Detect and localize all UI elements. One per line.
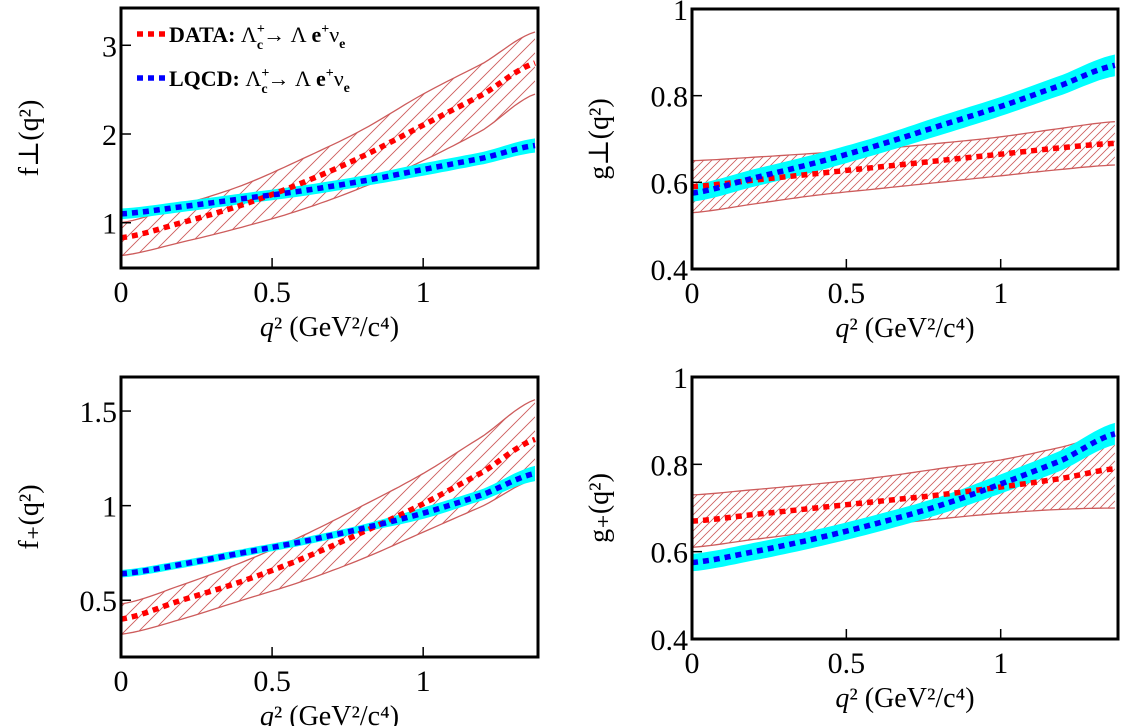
panel-top-right: 0 0.5 1 0.4 0.6 0.8 1 q² (GeV²/c⁴) g⊥(q²)	[584, 0, 1120, 344]
lqcd-central-line	[121, 142, 536, 217]
y-tick-label: 2	[102, 119, 117, 152]
y-axis-title: f⊥(q²)	[14, 100, 45, 177]
y-tick-label: 0.6	[651, 167, 689, 200]
plot-area	[121, 399, 536, 635]
x-axis-title: q² (GeV²/c⁴)	[835, 313, 974, 344]
legend-label-data: DATA: Λ+ c→ Λ e+νe	[169, 22, 345, 53]
plot-area	[692, 54, 1116, 214]
data-error-band	[692, 121, 1115, 213]
lqcd-error-band	[121, 465, 535, 578]
data-band-lower-edge	[121, 93, 536, 257]
lqcd-central-line	[692, 431, 1116, 566]
panel-bottom-right: 0 0.5 1 0.4 0.6 0.8 1 q² (GeV²/c⁴) g₊(q²)	[584, 362, 1120, 714]
data-band-upper-edge	[121, 399, 536, 605]
lqcd-central-line	[692, 62, 1116, 196]
panel-bottom-left: 0 0.5 1 0.5 1 1.5 q² (GeV²/c⁴) f₊(q²)	[14, 375, 540, 726]
y-axis-title: g⊥(q²)	[584, 98, 615, 179]
y-tick-label: 0.4	[651, 254, 689, 287]
x-tick-label: 0	[685, 647, 700, 680]
data-band-upper-edge	[692, 433, 1115, 496]
x-axis-title: q² (GeV²/c⁴)	[835, 683, 974, 714]
lqcd-error-band	[692, 422, 1115, 572]
y-tick-label: 3	[102, 30, 117, 63]
plot-frame	[690, 375, 1120, 641]
x-tick-label: 0	[114, 665, 129, 698]
data-band-upper-edge	[692, 121, 1115, 162]
x-tick-label: 1	[416, 665, 431, 698]
plot-frame	[119, 6, 540, 270]
y-tick-label: 0.8	[651, 449, 689, 482]
x-tick-label: 0	[114, 276, 129, 309]
y-tick-label: 1	[102, 491, 117, 524]
y-tick-label: 1	[673, 0, 688, 27]
x-tick-label: 1	[993, 647, 1008, 680]
y-tick-label: 1	[673, 362, 688, 395]
x-axis-title: q² (GeV²/c⁴)	[260, 701, 399, 726]
plot-frame	[690, 7, 1120, 271]
y-tick-label: 0.5	[80, 585, 118, 618]
x-tick-label: 0.5	[253, 665, 291, 698]
data-error-band	[692, 433, 1115, 548]
lqcd-error-band	[692, 54, 1115, 202]
y-axis-title: f₊(q²)	[14, 484, 45, 549]
y-axis-title: g₊(q²)	[584, 473, 615, 543]
x-tick-label: 0.5	[828, 647, 866, 680]
x-tick-label: 0.5	[828, 277, 866, 310]
data-central-line	[121, 60, 536, 241]
legend-item-lqcd: LQCD: Λ+ c→ Λ e+νe	[137, 66, 350, 97]
y-tick-label: 1.5	[80, 396, 118, 429]
x-tick-label: 1	[416, 276, 431, 309]
y-tick-label: 0.4	[651, 624, 689, 657]
legend-item-data: DATA: Λ+ c→ Λ e+νe	[137, 22, 345, 53]
x-tick-label: 0	[685, 277, 700, 310]
panel-top-left: 0 0.5 1 1 2 3 q² (GeV²/c⁴) f⊥(q²)	[14, 6, 540, 343]
x-tick-label: 1	[993, 277, 1008, 310]
y-tick-label: 0.8	[651, 81, 689, 114]
x-axis-title: q² (GeV²/c⁴)	[260, 312, 399, 343]
plot-area	[121, 31, 536, 257]
y-tick-label: 1	[102, 208, 117, 241]
legend-label-lqcd: LQCD: Λ+ c→ Λ e+νe	[169, 66, 350, 97]
data-band-lower-edge	[121, 478, 536, 635]
x-tick-label: 0.5	[253, 276, 291, 309]
legend: DATA: Λ+ c→ Λ e+νe LQCD: Λ+ c→ Λ e+νe	[137, 22, 350, 97]
y-tick-label: 0.6	[651, 537, 689, 570]
plot-frame	[119, 375, 540, 659]
data-error-band	[121, 399, 535, 635]
data-band-lower-edge	[692, 164, 1115, 214]
plot-area	[692, 422, 1116, 572]
data-central-line	[121, 436, 536, 622]
lqcd-central-line	[121, 470, 536, 577]
